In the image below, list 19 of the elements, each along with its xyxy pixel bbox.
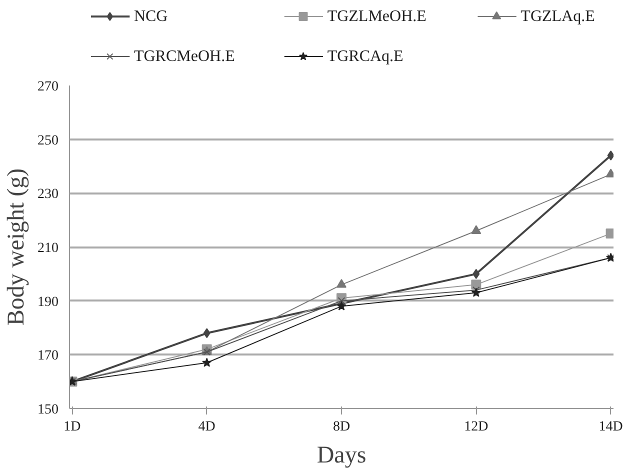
- y-tick-label: 250: [38, 133, 58, 148]
- y-tick-label: 170: [38, 348, 58, 364]
- legend-label: NCG: [134, 8, 168, 25]
- y-tick-label: 270: [38, 80, 58, 94]
- y-tick-label: 210: [38, 241, 58, 256]
- x-tick-label: 8D: [332, 420, 350, 434]
- x-tick-label: 4D: [198, 420, 216, 434]
- y-axis-title: Body weight (g): [4, 168, 30, 326]
- legend-label: TGZLAq.E: [520, 8, 595, 25]
- y-tick-label: 150: [38, 402, 58, 418]
- legend-label: TGZLMeOH.E: [327, 8, 426, 25]
- legend-label: TGRCAq.E: [327, 48, 404, 65]
- x-tick-label: 14D: [598, 420, 623, 434]
- legend-label: TGRCMeOH.E: [134, 48, 235, 65]
- y-tick-label: 190: [38, 294, 58, 310]
- x-tick-label: 12D: [464, 420, 488, 434]
- x-tick-label: 1D: [64, 420, 81, 434]
- x-axis-title: Days: [316, 442, 366, 468]
- y-tick-label: 230: [38, 187, 58, 202]
